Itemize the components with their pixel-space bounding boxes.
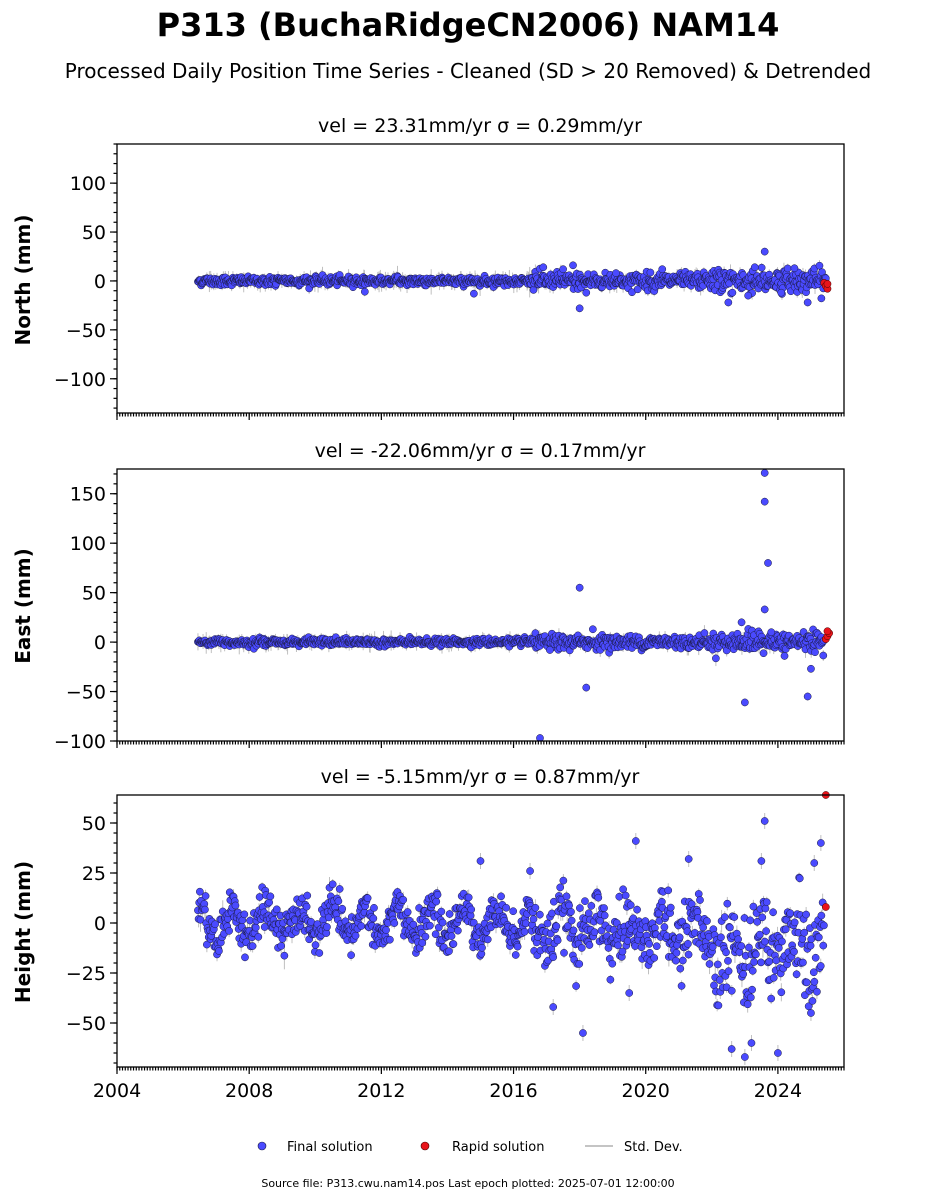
final-point xyxy=(575,583,584,592)
final-point xyxy=(759,649,768,658)
final-point xyxy=(817,294,826,303)
final-point xyxy=(741,698,749,707)
final-point xyxy=(803,692,812,701)
y-tick-label: 150 xyxy=(70,484,106,506)
plot-area xyxy=(194,247,830,313)
final-point xyxy=(760,497,769,506)
north-panel-title: vel = 23.31mm/yr σ = 0.29mm/yr xyxy=(318,115,642,137)
final-point xyxy=(700,629,709,637)
final-point xyxy=(807,664,815,673)
x-ticks xyxy=(116,413,845,420)
final-point xyxy=(360,287,369,296)
final-point xyxy=(569,261,577,270)
final-point xyxy=(783,264,792,273)
figure-title: P313 (BuchaRidgeCN2006) NAM14 xyxy=(157,6,780,44)
y-tick-label: 100 xyxy=(70,533,106,555)
final-point xyxy=(750,263,759,272)
y-tick-label: 100 xyxy=(70,173,106,195)
final-point xyxy=(811,648,819,657)
final-point xyxy=(764,559,772,567)
final-point xyxy=(539,263,548,272)
height-panel: vel = -5.15mm/yr σ = 0.87mm/yr Height (m… xyxy=(11,766,845,1102)
final-point xyxy=(803,298,812,307)
final-point xyxy=(724,298,733,307)
rapid-solution-points xyxy=(820,279,832,293)
rapid-point xyxy=(823,627,832,636)
height-panel-title: vel = -5.15mm/yr σ = 0.87mm/yr xyxy=(321,766,640,788)
final-point xyxy=(760,247,769,256)
final-solution-points xyxy=(194,247,830,313)
final-point xyxy=(767,628,776,637)
east-panel: vel = -22.06mm/yr σ = 0.17mm/yr East (mm… xyxy=(11,440,845,753)
final-point xyxy=(559,265,567,274)
y-tick-label: −100 xyxy=(54,369,106,391)
east-panel-title: vel = -22.06mm/yr σ = 0.17mm/yr xyxy=(315,440,646,462)
final-point xyxy=(470,289,478,298)
rapid-point xyxy=(823,280,832,288)
east-y-axis-label: East (mm) xyxy=(11,548,35,664)
y-tick-label: 0 xyxy=(94,271,106,293)
final-point xyxy=(777,288,786,297)
y-tick-label: −50 xyxy=(66,320,106,342)
y-tick-label: 0 xyxy=(94,632,106,654)
final-point xyxy=(658,265,667,274)
final-point xyxy=(815,261,824,270)
plot-area xyxy=(194,813,828,1065)
y-ticks xyxy=(110,143,117,409)
final-point xyxy=(760,469,769,477)
stddev-bars xyxy=(197,469,825,741)
north-y-axis-label: North (mm) xyxy=(11,214,35,345)
final-point xyxy=(646,268,655,277)
final-point xyxy=(612,269,620,277)
final-point xyxy=(582,683,591,692)
y-tick-label: 50 xyxy=(82,583,106,605)
plot-area xyxy=(194,469,828,741)
final-point xyxy=(790,264,799,273)
final-point xyxy=(737,618,746,627)
final-point xyxy=(728,288,737,297)
y-tick-label: −100 xyxy=(54,731,106,753)
final-point xyxy=(536,734,544,741)
y-ticks xyxy=(110,473,117,742)
final-point xyxy=(589,625,597,634)
rapid-solution-points xyxy=(821,627,833,643)
axes-frame xyxy=(116,468,845,742)
final-point xyxy=(582,288,591,297)
final-point xyxy=(575,304,584,313)
final-point xyxy=(712,654,720,663)
x-ticks xyxy=(116,741,845,748)
height-y-axis-label: Height (mm) xyxy=(11,861,35,1003)
final-point xyxy=(546,646,554,654)
final-point xyxy=(760,605,769,614)
final-point xyxy=(757,263,766,272)
figure-subtitle: Processed Daily Position Time Series - C… xyxy=(65,59,871,83)
final-point xyxy=(819,651,828,660)
y-tick-label: 50 xyxy=(82,222,106,244)
final-solution-points xyxy=(194,469,828,741)
final-point xyxy=(780,652,789,660)
north-panel: vel = 23.31mm/yr σ = 0.29mm/yr North (mm… xyxy=(11,115,845,420)
y-tick-label: −50 xyxy=(66,682,106,704)
final-point xyxy=(744,291,753,300)
